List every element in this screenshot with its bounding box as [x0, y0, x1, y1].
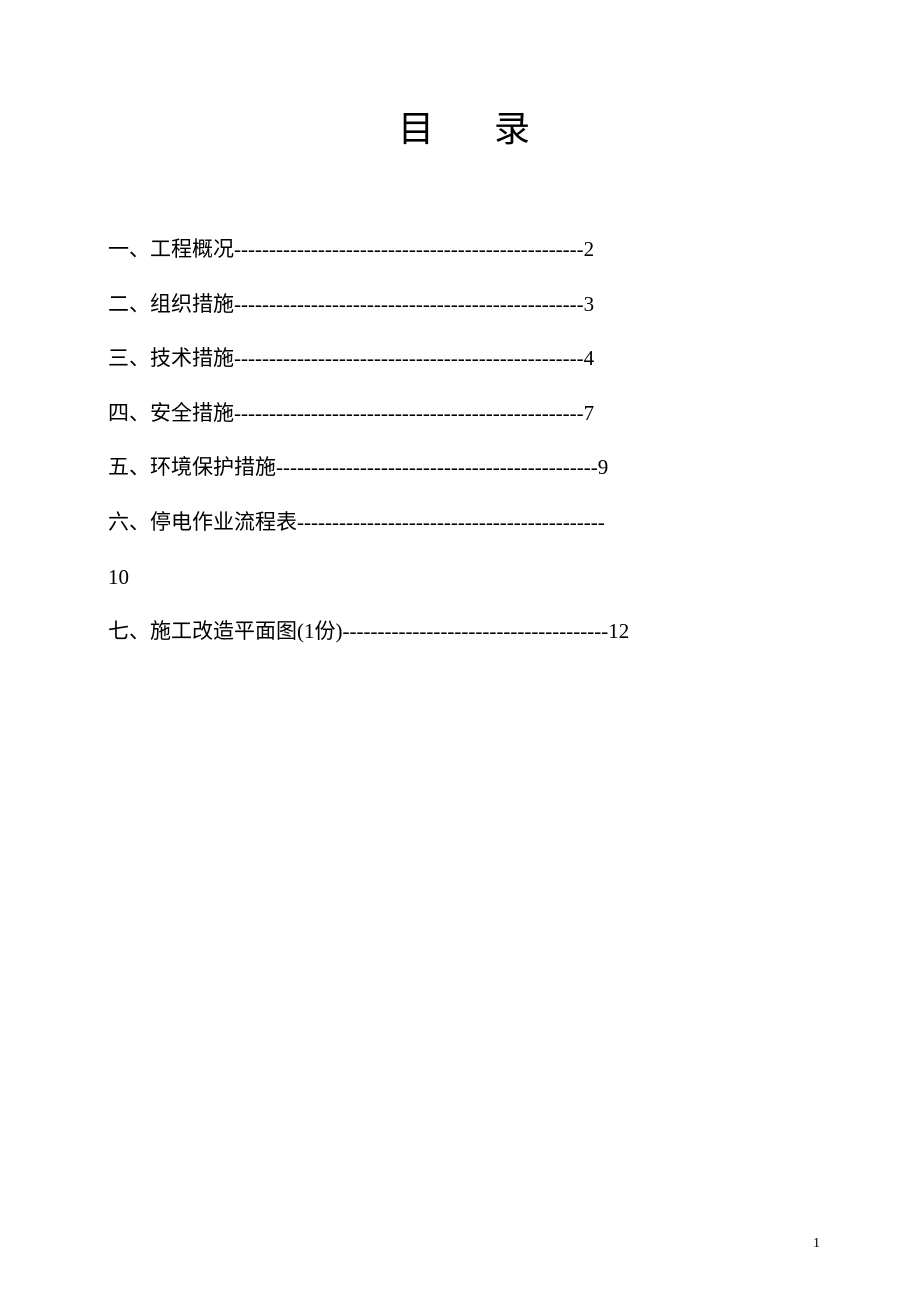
toc-entry: 四、安全措施 ---------------------------------…: [108, 386, 820, 441]
toc-leader: ----------------------------------------…: [234, 386, 584, 441]
toc-entry: 二、组织措施 ---------------------------------…: [108, 277, 820, 332]
toc-label: 六、停电作业流程表: [108, 495, 297, 550]
toc-page-ref: 7: [584, 386, 595, 441]
page-number: 1: [813, 1236, 820, 1252]
toc-label: 三、技术措施: [108, 331, 234, 386]
toc-orphan-page: 10: [108, 550, 820, 605]
toc-page-ref: 3: [584, 277, 595, 332]
toc-leader: ----------------------------------------…: [234, 277, 584, 332]
toc-label: 五、环境保护措施: [108, 440, 276, 495]
toc-entry: 一、工程概况 ---------------------------------…: [108, 222, 820, 277]
toc-leader: --------------------------------------: [343, 604, 609, 659]
toc-entry: 七、施工改造平面图(1份) --------------------------…: [108, 604, 820, 659]
toc-page-ref: 12: [608, 604, 629, 659]
toc-leader: ----------------------------------------…: [276, 440, 598, 495]
toc-entry: 五、环境保护措施 -------------------------------…: [108, 440, 820, 495]
toc-entry: 六、停电作业流程表 ------------------------------…: [108, 495, 820, 550]
toc-leader: ----------------------------------------…: [234, 331, 584, 386]
document-page: 目录 一、工程概况 ------------------------------…: [0, 0, 920, 1302]
toc-leader: ----------------------------------------…: [297, 495, 605, 550]
toc-label: 四、安全措施: [108, 386, 234, 441]
table-of-contents: 一、工程概况 ---------------------------------…: [108, 222, 820, 659]
toc-page-ref: 4: [584, 331, 595, 386]
toc-page-ref: 9: [598, 440, 609, 495]
toc-title: 目录: [108, 100, 820, 152]
toc-label: 一、工程概况: [108, 222, 234, 277]
toc-entry: 三、技术措施 ---------------------------------…: [108, 331, 820, 386]
toc-label: 七、施工改造平面图(1份): [108, 604, 343, 659]
toc-label: 二、组织措施: [108, 277, 234, 332]
toc-leader: ----------------------------------------…: [234, 222, 584, 277]
toc-page-ref: 2: [584, 222, 595, 277]
